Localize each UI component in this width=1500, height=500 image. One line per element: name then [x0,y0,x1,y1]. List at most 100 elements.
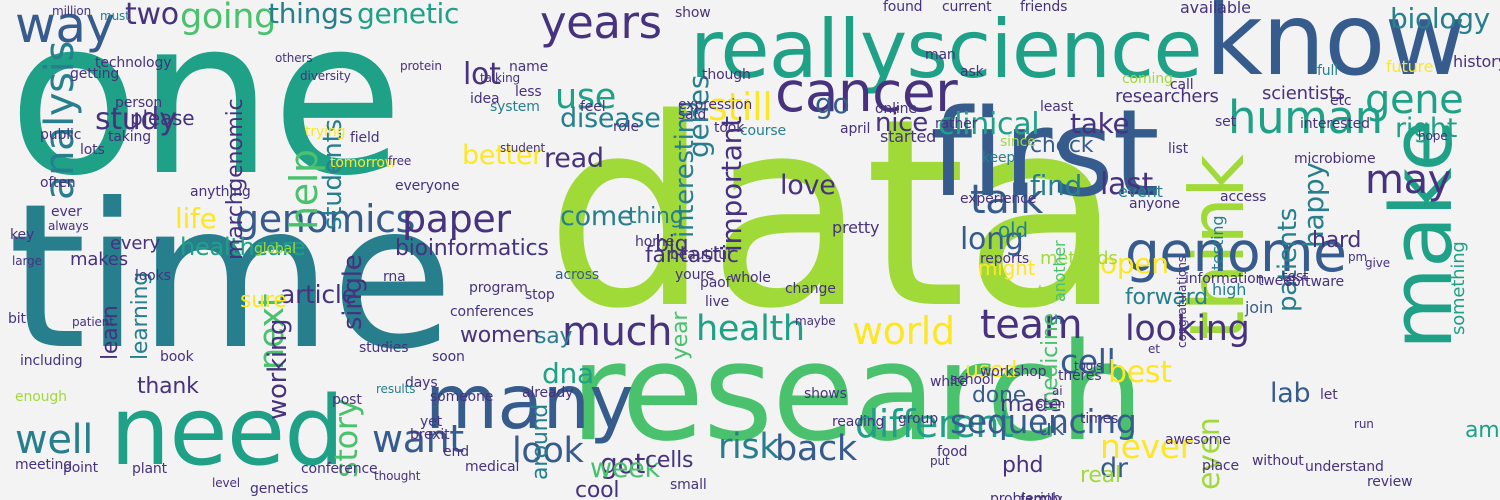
cloud-word: paof [700,275,731,291]
cloud-word: level [212,476,240,490]
cloud-word: rather [935,116,978,132]
cloud-word: tweet [1258,273,1297,289]
cloud-word: group [898,411,938,427]
cloud-word: medical [465,459,520,475]
cloud-word: test [1282,269,1309,285]
cloud-word: talk [970,177,1043,223]
cloud-word: protein [400,59,442,73]
cloud-word: clinical [938,107,1040,142]
cloud-word: already [522,385,574,401]
cloud-word: job [1040,491,1061,500]
cloud-word: always [48,219,89,233]
cloud-word: system [490,99,540,115]
cloud-word: uk [1038,416,1065,441]
cloud-word: world [852,309,955,353]
cloud-word: dr [1100,453,1128,484]
cloud-word: genetic [357,0,460,30]
cloud-word: plant [132,461,168,477]
cloud-word: tell [1038,283,1060,299]
cloud-word: marchgenomic [223,98,248,260]
cloud-word: technology [95,55,172,71]
cloud-word: sure [240,288,287,313]
cloud-word: stop [525,287,555,303]
cloud-word: full [1317,63,1339,79]
cloud-word: things [268,0,353,30]
cloud-word: whole [730,270,771,286]
cloud-word: name [509,59,549,75]
cloud-word: found [883,0,923,15]
cloud-word: feel [580,99,606,115]
cloud-word: though [702,67,751,83]
cloud-word: year [668,311,693,360]
cloud-word: less [515,84,542,100]
cloud-word: find [1030,169,1083,202]
cloud-word: congratulations [1175,256,1189,348]
cloud-word: theres [1058,368,1102,384]
cloud-word: something [1448,241,1469,335]
cloud-word: end [443,444,469,460]
cloud-word: getting [70,66,120,82]
cloud-word: sequencing [950,402,1137,441]
cloud-word: first [930,85,1160,224]
cloud-word: working [263,318,293,420]
cloud-word: might [978,256,1036,280]
cloud-word: run [1354,417,1374,431]
cloud-word: food [937,444,968,460]
cloud-word: cells [645,448,694,473]
cloud-word: used [965,358,1018,383]
cloud-word: reallyscience [690,3,1203,96]
cloud-word: biology [1390,2,1490,35]
cloud-word: life [175,202,217,235]
cloud-word: least [1040,99,1074,115]
cloud-word: studies [359,340,409,356]
cloud-word: testing [1208,215,1227,270]
cloud-word: history [1453,52,1500,71]
cloud-word: lot [463,57,501,92]
cloud-word: coming [1122,71,1173,87]
cloud-word: thank [137,374,199,399]
cloud-word: paper [402,197,511,241]
cloud-word: two [125,0,179,32]
cloud-word: got [600,447,646,480]
cloud-word: enough [15,389,67,405]
cloud-word: shows [804,386,847,402]
cloud-word: anyone [1129,196,1180,212]
cloud-word: soon [432,349,465,365]
cloud-word: keep [982,150,1016,166]
cloud-word: understand [1305,459,1384,475]
cloud-word: software [1285,274,1345,290]
cloud-word: reports [980,251,1030,267]
cloud-word: genetics [250,481,309,497]
cloud-word: lots [80,142,105,158]
cloud-word: disease [560,103,661,134]
cloud-word: love [780,170,836,201]
cloud-word: awesome [1165,432,1231,448]
cloud-word: study [95,102,177,137]
cloud-word: long [960,222,1024,257]
cloud-word: looks [135,268,171,284]
cloud-word: conferences [450,304,534,320]
cloud-word: including [20,353,83,369]
cloud-word: better [462,140,544,171]
cloud-word: everyone [395,178,460,194]
cloud-word: yet [420,414,442,430]
cloud-word: man [925,47,956,63]
cloud-word: best [1108,355,1172,390]
cloud-word: women [460,323,540,348]
cloud-word: look [512,431,584,471]
cloud-word: key [10,227,35,243]
cloud-word: million [52,4,92,18]
cloud-word: forward [1125,285,1208,310]
cloud-word: current [942,0,992,15]
cloud-word: health [696,309,805,349]
cloud-word: took [714,120,745,136]
cloud-word: old [998,218,1028,242]
cloud-word: learn [98,305,123,360]
cloud-word: review [1367,474,1413,490]
cloud-word: small [670,477,707,493]
cloud-word: put [930,454,950,468]
cloud-word: made [1000,392,1062,417]
cloud-word: even [1192,417,1227,490]
cloud-word: may [1365,157,1451,203]
cloud-word: brexit [410,427,450,443]
